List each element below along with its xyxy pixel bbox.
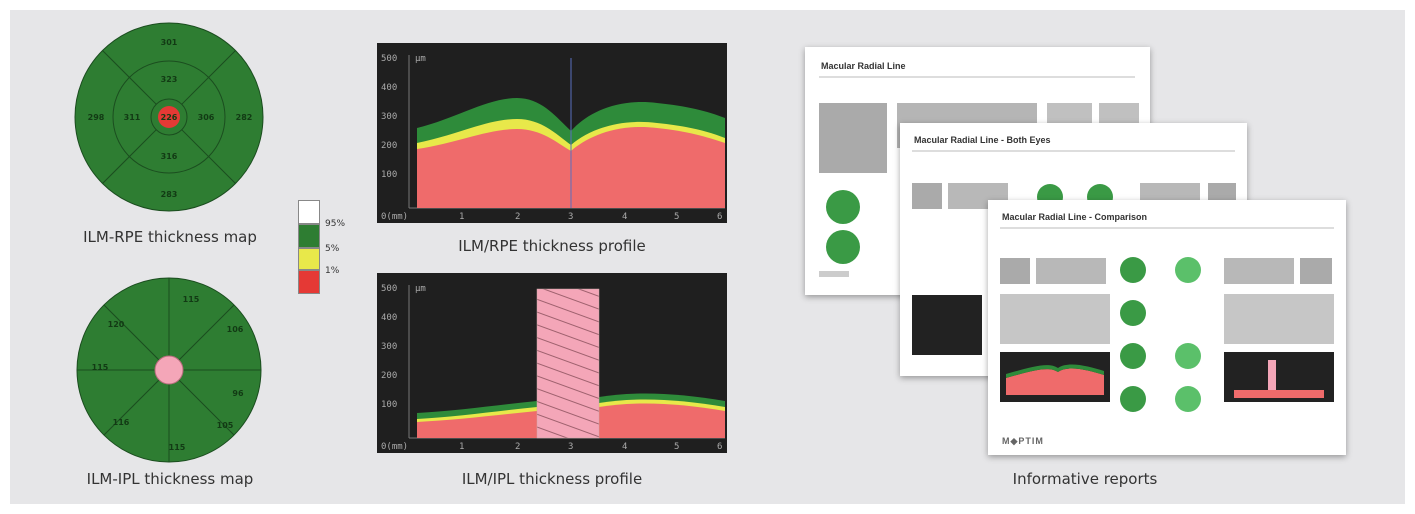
rpe-ytick-100: 100 <box>381 170 397 180</box>
rpe-ytick-500: 500 <box>381 54 397 64</box>
ipl-xtick-5: 5 <box>674 442 679 452</box>
rpe-inner-right-value: 306 <box>198 113 215 122</box>
ipl-ytick-400: 400 <box>381 313 397 323</box>
center-red-zone <box>158 106 180 128</box>
ipl-unit-label: μm <box>415 284 426 294</box>
legend-yellow-swatch <box>298 248 320 270</box>
ipl-center-zone <box>154 355 184 385</box>
rpe-inner-left-value: 311 <box>124 113 141 122</box>
rpe-ytick-300: 300 <box>381 112 397 122</box>
ilm-rpe-thickness-map: 226 323 306 316 311 301 282 283 298 <box>74 22 264 212</box>
ipl-sector-3-value: 96 <box>232 389 244 398</box>
ipl-xtick-1: 1 <box>459 442 464 452</box>
rpe-profile-caption: ILM/RPE thickness profile <box>458 237 646 255</box>
ipl-x-label: 0(mm) <box>381 442 408 452</box>
rpe-map-caption: ILM-RPE thickness map <box>83 228 257 246</box>
ipl-xtick-2: 2 <box>515 442 520 452</box>
ipl-sector-5-value: 115 <box>169 443 186 452</box>
report-sheet-3: Macular Radial Line - Comparison M◆PTIM <box>988 200 1346 455</box>
ipl-ytick-500: 500 <box>381 284 397 294</box>
reports-caption: Informative reports <box>1012 470 1158 488</box>
rpe-ytick-400: 400 <box>381 83 397 93</box>
figure-panel: 226 323 306 316 311 301 282 283 298 ILM-… <box>10 10 1405 504</box>
rpe-xtick-5: 5 <box>674 212 679 222</box>
legend-label-5: 5% <box>325 244 340 254</box>
ipl-sector-1-value: 115 <box>183 295 200 304</box>
ipl-xtick-3: 3 <box>568 442 573 452</box>
rpe-xtick-6: 6 <box>717 212 722 222</box>
rpe-outer-bottom-value: 283 <box>161 190 178 199</box>
ipl-sector-8-value: 120 <box>108 320 125 329</box>
ipl-xtick-4: 4 <box>622 442 627 452</box>
legend-label-95: 95% <box>325 219 346 229</box>
rpe-xtick-2: 2 <box>515 212 520 222</box>
ipl-sector-7-value: 115 <box>92 363 109 372</box>
ipl-foveal-excluded-zone <box>536 288 600 439</box>
ipl-sector-6-value: 116 <box>113 418 130 427</box>
rpe-inner-bottom-value: 316 <box>161 152 178 161</box>
ipl-xtick-6: 6 <box>717 442 722 452</box>
ipl-sector-4-value: 105 <box>217 421 234 430</box>
rpe-xtick-1: 1 <box>459 212 464 222</box>
ipl-ytick-100: 100 <box>381 400 397 410</box>
ilm-ipl-thickness-profile: μm 500 400 300 200 100 0(mm) 1 2 3 4 5 6 <box>377 273 727 453</box>
ilm-ipl-thickness-map: 115 106 96 105 115 116 115 120 <box>76 277 262 463</box>
rpe-xtick-3: 3 <box>568 212 573 222</box>
ipl-ytick-200: 200 <box>381 371 397 381</box>
ipl-profile-caption: ILM/IPL thickness profile <box>461 470 643 488</box>
ipl-ytick-300: 300 <box>381 342 397 352</box>
rpe-ytick-200: 200 <box>381 141 397 151</box>
rpe-inner-top-value: 323 <box>161 75 178 84</box>
ipl-map-caption: ILM-IPL thickness map <box>86 470 254 488</box>
report-sheet-1-title: Macular Radial Line <box>821 61 906 71</box>
rpe-outer-right-value: 282 <box>236 113 253 122</box>
legend-white-swatch <box>298 200 320 224</box>
rpe-xtick-4: 4 <box>622 212 627 222</box>
ipl-sector-2-value: 106 <box>227 325 244 334</box>
legend-label-1: 1% <box>325 266 340 276</box>
report-logo: M◆PTIM <box>1002 436 1044 446</box>
ilm-rpe-thickness-profile: μm 500 400 300 200 100 0(mm) 1 2 3 4 5 6 <box>377 43 727 223</box>
legend-green-swatch <box>298 224 320 248</box>
legend-red-swatch <box>298 270 320 294</box>
rpe-outer-top-value: 301 <box>161 38 178 47</box>
report-sheet-2-title: Macular Radial Line - Both Eyes <box>914 135 1051 145</box>
report-sheet-3-title: Macular Radial Line - Comparison <box>1002 212 1148 222</box>
rpe-outer-left-value: 298 <box>88 113 105 122</box>
rpe-x-label: 0(mm) <box>381 212 408 222</box>
rpe-unit-label: μm <box>415 54 426 64</box>
rpe-center-value: 226 <box>161 113 178 122</box>
